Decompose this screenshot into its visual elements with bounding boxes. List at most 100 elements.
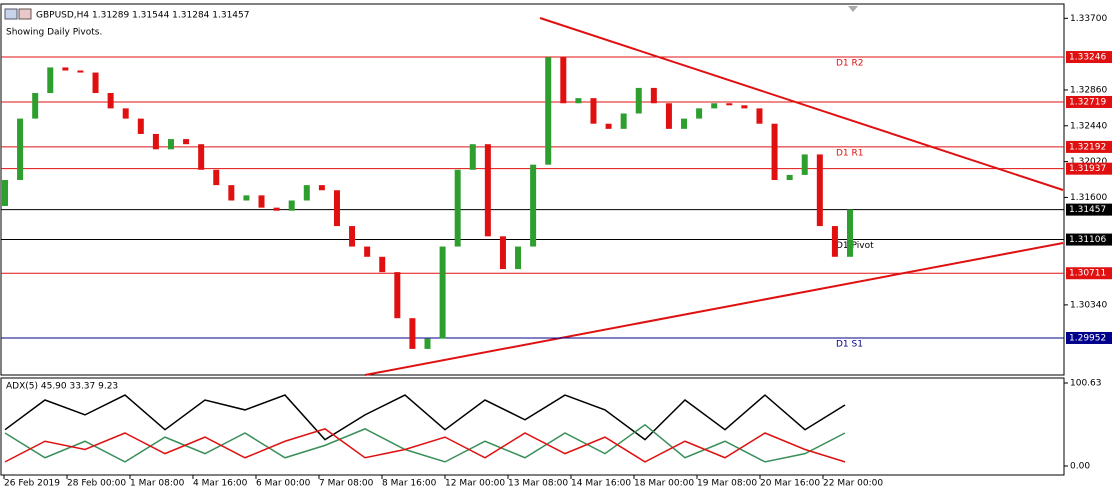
candle: [92, 72, 99, 94]
candle: [560, 57, 567, 104]
candle: [213, 169, 220, 186]
x-tick-label: 18 Mar 00:00: [634, 479, 694, 489]
candle: [273, 207, 280, 211]
shift-marker: [848, 6, 858, 12]
y-tick-label: 100.63: [1070, 379, 1102, 389]
y-tick-label: 1.32860: [1070, 85, 1107, 95]
trend-line[interactable]: [364, 242, 1064, 376]
candle: [816, 154, 823, 227]
candle: [620, 113, 627, 129]
candle: [756, 108, 763, 124]
price-box: [1066, 233, 1112, 246]
candle: [32, 93, 39, 119]
x-tick-label: 26 Feb 2019: [4, 479, 60, 489]
x-tick-label: 14 Mar 16:00: [571, 479, 631, 489]
candle: [137, 118, 144, 134]
candle: [318, 185, 325, 191]
candle: [258, 195, 265, 208]
candle: [499, 236, 506, 270]
candle: [786, 174, 793, 181]
y-tick-label: 1.30340: [1070, 300, 1107, 310]
candle: [665, 103, 672, 129]
candle: [303, 185, 310, 201]
y-tick-label: 1.31600: [1070, 193, 1107, 203]
trend-line[interactable]: [539, 17, 1064, 191]
x-tick-label: 19 Mar 08:00: [697, 479, 757, 489]
candle: [167, 139, 174, 150]
pivot-name: D1 R2: [836, 59, 864, 69]
candle: [696, 108, 703, 119]
x-tick-label: 8 Mar 16:00: [382, 479, 437, 489]
candle: [741, 105, 748, 109]
price-box: [1066, 51, 1112, 64]
chart-icon: [18, 8, 32, 20]
candle: [409, 318, 416, 349]
candle: [650, 87, 657, 104]
price-box-label: 1.31106: [1069, 235, 1106, 245]
candle: [288, 200, 295, 211]
adx-title: ADX(5) 45.90 33.37 9.23: [6, 382, 118, 392]
candle: [469, 144, 476, 170]
candle: [711, 103, 718, 109]
candle: [605, 123, 612, 129]
candle: [424, 338, 431, 349]
candle: [198, 144, 205, 170]
candle: [62, 67, 69, 71]
chart-icon: [4, 8, 18, 20]
candle: [831, 226, 838, 257]
y-tick-label: 1.32440: [1070, 121, 1107, 131]
price-box-label: 1.32192: [1069, 142, 1106, 152]
candle: [333, 190, 340, 227]
x-tick-label: 13 Mar 08:00: [508, 479, 568, 489]
candle: [681, 118, 688, 129]
pivot-name: D1 Pivot: [836, 241, 874, 251]
candle: [484, 144, 491, 237]
candle: [439, 246, 446, 339]
candle: [515, 246, 522, 270]
price-box-label: 1.29952: [1069, 333, 1106, 343]
x-tick-label: 20 Mar 16:00: [760, 479, 820, 489]
candle: [122, 108, 129, 119]
price-box-label: 1.32719: [1069, 97, 1106, 107]
x-tick-label: 7 Mar 08:00: [319, 479, 374, 489]
adx-panel: [0, 377, 1065, 476]
price-box: [1066, 203, 1112, 216]
pivot-name: D1 R1: [836, 148, 864, 158]
candle: [379, 256, 386, 273]
adx-line: [4, 394, 846, 441]
chart-subtitle: Showing Daily Pivots.: [6, 28, 102, 38]
candle: [107, 93, 114, 109]
candle: [726, 103, 733, 106]
x-tick-label: 22 Mar 00:00: [823, 479, 883, 489]
price-box: [1066, 95, 1112, 108]
x-tick-label: 6 Mar 00:00: [256, 479, 311, 489]
candle: [590, 98, 597, 124]
candle: [77, 70, 84, 73]
candle: [545, 57, 552, 165]
candle: [635, 87, 642, 114]
y-tick-label: 1.33700: [1070, 14, 1107, 24]
candle: [228, 185, 235, 201]
price-box-label: 1.30711: [1069, 269, 1106, 279]
x-tick-label: 4 Mar 16:00: [193, 479, 248, 489]
price-box: [1066, 162, 1112, 175]
candle: [2, 180, 8, 206]
candle: [394, 272, 401, 319]
y-tick-label: 0.00: [1070, 462, 1090, 472]
candle: [530, 164, 537, 247]
price-box: [1066, 331, 1112, 344]
adx-line: [4, 428, 846, 463]
candle: [349, 226, 356, 247]
price-box-label: 1.31457: [1069, 205, 1106, 215]
candle: [364, 246, 371, 257]
price-box: [1066, 267, 1112, 280]
candle: [771, 123, 778, 181]
y-tick-label: 1.32020: [1070, 157, 1107, 167]
price-box-label: 1.31937: [1069, 164, 1106, 174]
candle: [47, 67, 54, 94]
candle: [801, 154, 808, 175]
x-tick-label: 12 Mar 00:00: [445, 479, 505, 489]
candle: [152, 133, 159, 150]
candle: [847, 209, 853, 257]
